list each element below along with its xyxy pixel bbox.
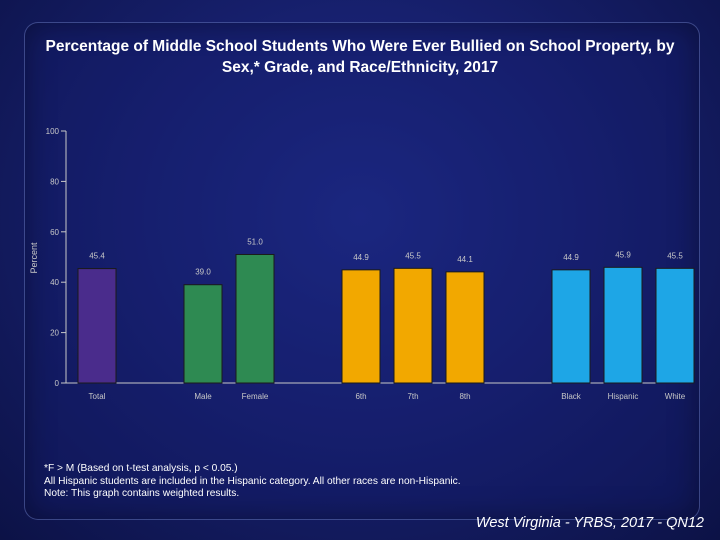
data-label: 45.4 [89, 252, 105, 261]
bar [393, 267, 433, 384]
footnotes: *F > M (Based on t-test analysis, p < 0.… [44, 463, 461, 501]
category-label: Hispanic [608, 392, 639, 401]
category-label: 8th [459, 392, 470, 401]
data-label: 44.9 [353, 253, 369, 262]
data-label: 45.9 [615, 250, 631, 259]
category-label: Male [194, 392, 212, 401]
data-label: 44.1 [457, 255, 473, 264]
data-label: 44.9 [563, 253, 579, 262]
footnote-weighted: Note: This graph contains weighted resul… [44, 488, 240, 499]
category-label: 7th [407, 392, 418, 401]
y-tick-label: 20 [50, 329, 59, 338]
y-tick-label: 40 [50, 278, 59, 287]
y-tick-label: 60 [50, 228, 59, 237]
bar [655, 267, 695, 384]
data-label: 39.0 [195, 268, 211, 277]
y-tick-label: 0 [55, 379, 60, 388]
data-label: 45.5 [405, 251, 421, 260]
bar [183, 284, 223, 384]
y-tick-label: 100 [46, 127, 60, 136]
y-axis-label: Percent [29, 242, 39, 274]
category-label: Total [89, 392, 106, 401]
bar [235, 253, 275, 384]
data-label: 45.5 [667, 251, 683, 260]
bar [445, 271, 485, 384]
bar [77, 268, 117, 384]
category-label: White [665, 392, 686, 401]
bar [603, 266, 643, 384]
source-label: West Virginia - YRBS, 2017 - QN12 [475, 515, 704, 531]
bar [551, 269, 591, 384]
category-label: Black [561, 392, 582, 401]
chart-title: Percentage of Middle School Students Who… [45, 38, 675, 76]
category-label: 6th [355, 392, 366, 401]
y-tick-label: 80 [50, 177, 59, 186]
footnote-significance: *F > M (Based on t-test analysis, p < 0.… [44, 463, 238, 474]
bar [341, 269, 381, 384]
category-label: Female [242, 392, 269, 401]
footnote-hispanic: All Hispanic students are included in th… [44, 475, 461, 487]
data-label: 51.0 [247, 237, 263, 246]
